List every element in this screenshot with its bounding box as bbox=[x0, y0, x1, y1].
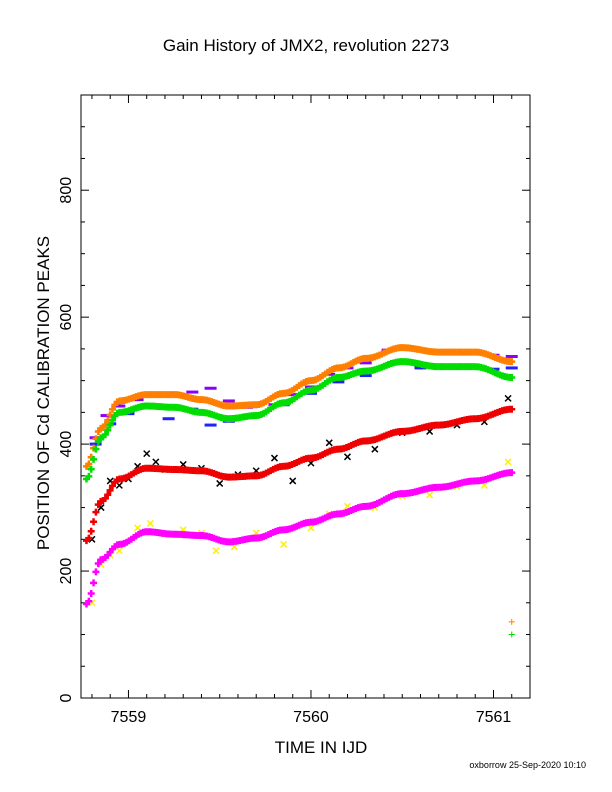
footer-credit: oxborrow 25-Sep-2020 10:10 bbox=[469, 760, 586, 770]
series-2-point bbox=[85, 534, 93, 542]
series-3-point bbox=[85, 597, 93, 605]
series-1-point bbox=[87, 465, 95, 473]
series-3-point bbox=[87, 590, 95, 598]
outlier-point bbox=[508, 618, 515, 625]
series-7-point bbox=[426, 491, 434, 499]
series-1-point bbox=[90, 455, 98, 463]
series-6-point bbox=[152, 458, 160, 466]
series-1-point bbox=[104, 426, 112, 434]
y-tick-label: 800 bbox=[58, 177, 75, 204]
series-0-point bbox=[108, 405, 116, 413]
series-1-point bbox=[508, 373, 516, 381]
series-6-point bbox=[143, 450, 151, 458]
series-7-point bbox=[280, 540, 288, 548]
outlier-point bbox=[508, 631, 515, 638]
x-tick-label: 7561 bbox=[476, 709, 512, 726]
series-6-point bbox=[216, 479, 224, 487]
series-3-point bbox=[92, 568, 100, 576]
series-6-point bbox=[343, 453, 352, 461]
series-7-point bbox=[307, 524, 315, 532]
series-6-point bbox=[270, 454, 279, 462]
series-1-point bbox=[106, 421, 114, 429]
series-1-point bbox=[101, 430, 109, 438]
x-tick-label: 7559 bbox=[111, 709, 147, 726]
x-axis-label: TIME IN IJD bbox=[274, 738, 368, 757]
series-1-point bbox=[85, 472, 93, 480]
plot-frame bbox=[80, 94, 531, 699]
series-7-point bbox=[115, 547, 123, 555]
series-2-point bbox=[108, 482, 116, 490]
series-7-point bbox=[146, 519, 154, 527]
series-7-point bbox=[504, 458, 512, 466]
series-1-point bbox=[92, 445, 100, 453]
series-2-point bbox=[508, 405, 516, 413]
series-6-point bbox=[371, 445, 379, 453]
series-6-point bbox=[289, 477, 297, 485]
series-2-point bbox=[106, 486, 114, 494]
y-tick-label: 200 bbox=[58, 558, 75, 585]
series-3-point bbox=[90, 579, 98, 587]
series-2-point bbox=[92, 508, 100, 516]
series-7-point bbox=[212, 547, 220, 555]
series-0-point bbox=[85, 460, 93, 468]
y-tick-label: 400 bbox=[58, 431, 75, 458]
series-6-point bbox=[325, 439, 333, 447]
series-2-point bbox=[104, 491, 112, 499]
y-tick-label: 600 bbox=[58, 304, 75, 331]
y-tick-label: 0 bbox=[58, 693, 75, 702]
series-2-point bbox=[87, 527, 95, 535]
series-0-point bbox=[508, 358, 516, 366]
chart-title: Gain History of JMX2, revolution 2273 bbox=[162, 36, 450, 55]
series-3-point bbox=[94, 560, 102, 568]
series-2-point bbox=[90, 518, 98, 526]
series-2-point bbox=[101, 494, 109, 502]
series-6-point bbox=[504, 394, 512, 402]
x-tick-label: 7560 bbox=[293, 709, 329, 726]
series-3-point bbox=[508, 469, 516, 477]
series-1-point bbox=[108, 416, 116, 424]
